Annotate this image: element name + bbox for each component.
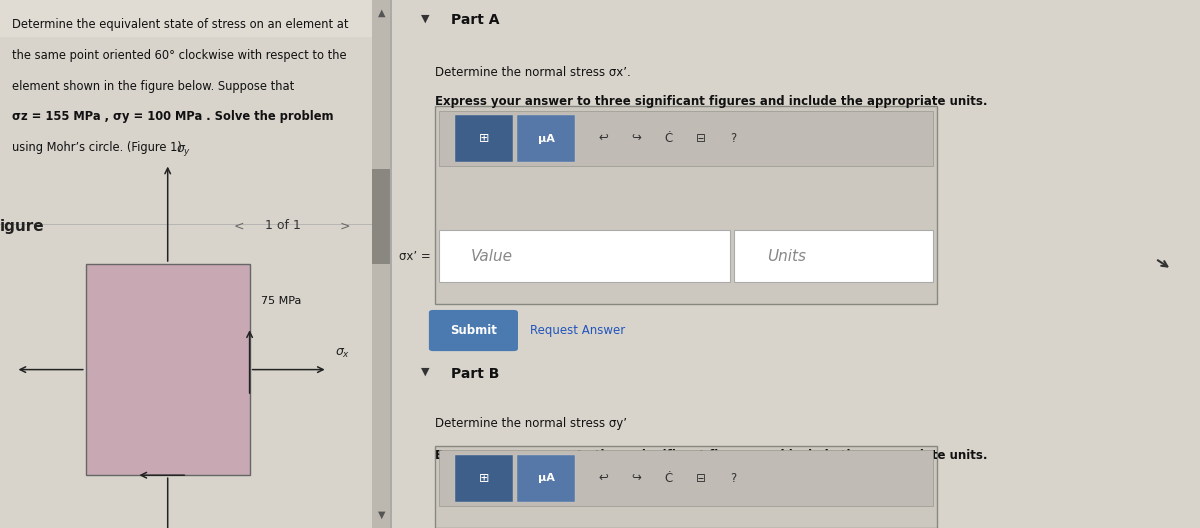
FancyBboxPatch shape — [434, 106, 937, 304]
Text: ↪: ↪ — [631, 132, 641, 145]
Text: ↪: ↪ — [631, 472, 641, 485]
Bar — [517, 115, 576, 162]
Bar — [372, 0, 390, 528]
Text: Express your answer to three significant figures and include the appropriate uni: Express your answer to three significant… — [434, 95, 988, 108]
Text: $\sigma_y$: $\sigma_y$ — [175, 144, 191, 158]
Bar — [455, 115, 514, 162]
Text: μA: μA — [538, 473, 554, 483]
Text: Units: Units — [767, 249, 805, 263]
Text: Determine the normal stress σx’.: Determine the normal stress σx’. — [434, 66, 630, 79]
Text: $\sigma_x$: $\sigma_x$ — [336, 347, 350, 360]
Text: Express your answer to three significant figures and include the appropriate uni: Express your answer to three significant… — [434, 449, 988, 462]
Text: ⊟: ⊟ — [696, 132, 706, 145]
FancyBboxPatch shape — [428, 310, 518, 351]
Text: Ċ: Ċ — [665, 132, 673, 145]
Bar — [390, 0, 392, 528]
Bar — [372, 169, 390, 264]
Text: ↩: ↩ — [599, 132, 608, 145]
Text: ?: ? — [731, 132, 737, 145]
Text: Part A: Part A — [451, 13, 499, 27]
Text: σz = 155 MPa , σy = 100 MPa . Solve the problem: σz = 155 MPa , σy = 100 MPa . Solve the … — [12, 110, 334, 124]
Bar — [439, 111, 932, 166]
Text: ▼: ▼ — [421, 367, 430, 377]
Text: ?: ? — [731, 472, 737, 485]
Text: 75 MPa: 75 MPa — [262, 296, 301, 306]
Text: 1 of 1: 1 of 1 — [265, 219, 301, 232]
Text: Determine the equivalent state of stress on an element at: Determine the equivalent state of stress… — [12, 18, 348, 32]
Bar — [86, 264, 250, 475]
Text: μA: μA — [538, 134, 554, 144]
Text: Ċ: Ċ — [665, 472, 673, 485]
Bar — [455, 455, 514, 502]
Text: the same point oriented 60° clockwise with respect to the: the same point oriented 60° clockwise wi… — [12, 49, 347, 62]
Text: ⊟: ⊟ — [696, 472, 706, 485]
Text: ▼: ▼ — [378, 510, 385, 520]
Text: Submit: Submit — [450, 324, 497, 337]
Text: σx’ =: σx’ = — [398, 250, 431, 262]
Bar — [517, 455, 576, 502]
Text: ⊞: ⊞ — [479, 132, 490, 145]
Text: Part B: Part B — [451, 367, 499, 381]
Text: ⊞: ⊞ — [479, 472, 490, 485]
Text: >: > — [340, 219, 350, 232]
Text: <: < — [234, 219, 245, 232]
Text: ▲: ▲ — [378, 8, 385, 18]
Bar — [439, 230, 730, 282]
Text: Value: Value — [470, 249, 514, 263]
Text: ▼: ▼ — [421, 13, 430, 23]
Text: ↩: ↩ — [599, 472, 608, 485]
Text: Determine the normal stress σy’: Determine the normal stress σy’ — [434, 417, 626, 430]
Bar — [0, 0, 390, 37]
Text: element shown in the figure below. Suppose that: element shown in the figure below. Suppo… — [12, 80, 294, 93]
Bar — [439, 450, 932, 506]
Bar — [734, 230, 932, 282]
Text: igure: igure — [0, 219, 44, 234]
Text: using Mohr’s circle. (Figure 1): using Mohr’s circle. (Figure 1) — [12, 141, 181, 154]
FancyBboxPatch shape — [434, 446, 937, 528]
Text: Request Answer: Request Answer — [530, 324, 625, 337]
